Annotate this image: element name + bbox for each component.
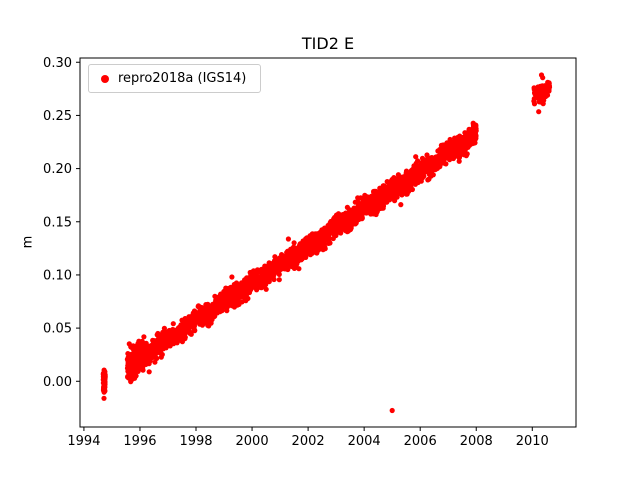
scatter-series	[100, 72, 553, 414]
y-tick-label: 0.15	[43, 215, 72, 230]
x-axis-ticks: 1994 1996 1998 2000 2002 2004 2006 2008 2010	[67, 427, 549, 449]
y-tick-label: 0.10	[43, 268, 72, 283]
x-tick-label: 2010	[516, 434, 549, 449]
y-tick-label: 0.05	[43, 322, 72, 337]
axes-spines	[79, 57, 577, 428]
y-tick-label: 0.30	[43, 56, 72, 71]
chart-title: TID2 E	[301, 34, 355, 53]
legend-label: repro2018a (IGS14)	[118, 71, 247, 86]
y-axis-ticks: 0.00 0.05 0.10 0.15 0.20 0.25 0.30	[43, 56, 80, 390]
legend: repro2018a (IGS14)	[88, 64, 262, 93]
y-tick-label: 0.25	[43, 109, 72, 124]
legend-marker-icon	[101, 74, 109, 83]
x-tick-label: 2006	[404, 434, 437, 449]
y-tick-label: 0.20	[43, 162, 72, 177]
outlier-point	[389, 407, 395, 414]
outlier-point	[101, 395, 107, 401]
outlier-point	[540, 75, 546, 81]
y-tick-label: 0.00	[43, 375, 72, 390]
x-tick-label: 2000	[236, 434, 269, 449]
x-tick-label: 2002	[292, 434, 325, 449]
x-tick-label: 1998	[179, 434, 212, 449]
x-tick-label: 1994	[67, 434, 100, 449]
x-tick-label: 1996	[123, 434, 156, 449]
x-tick-label: 2008	[460, 434, 493, 449]
x-tick-label: 2004	[348, 434, 381, 449]
